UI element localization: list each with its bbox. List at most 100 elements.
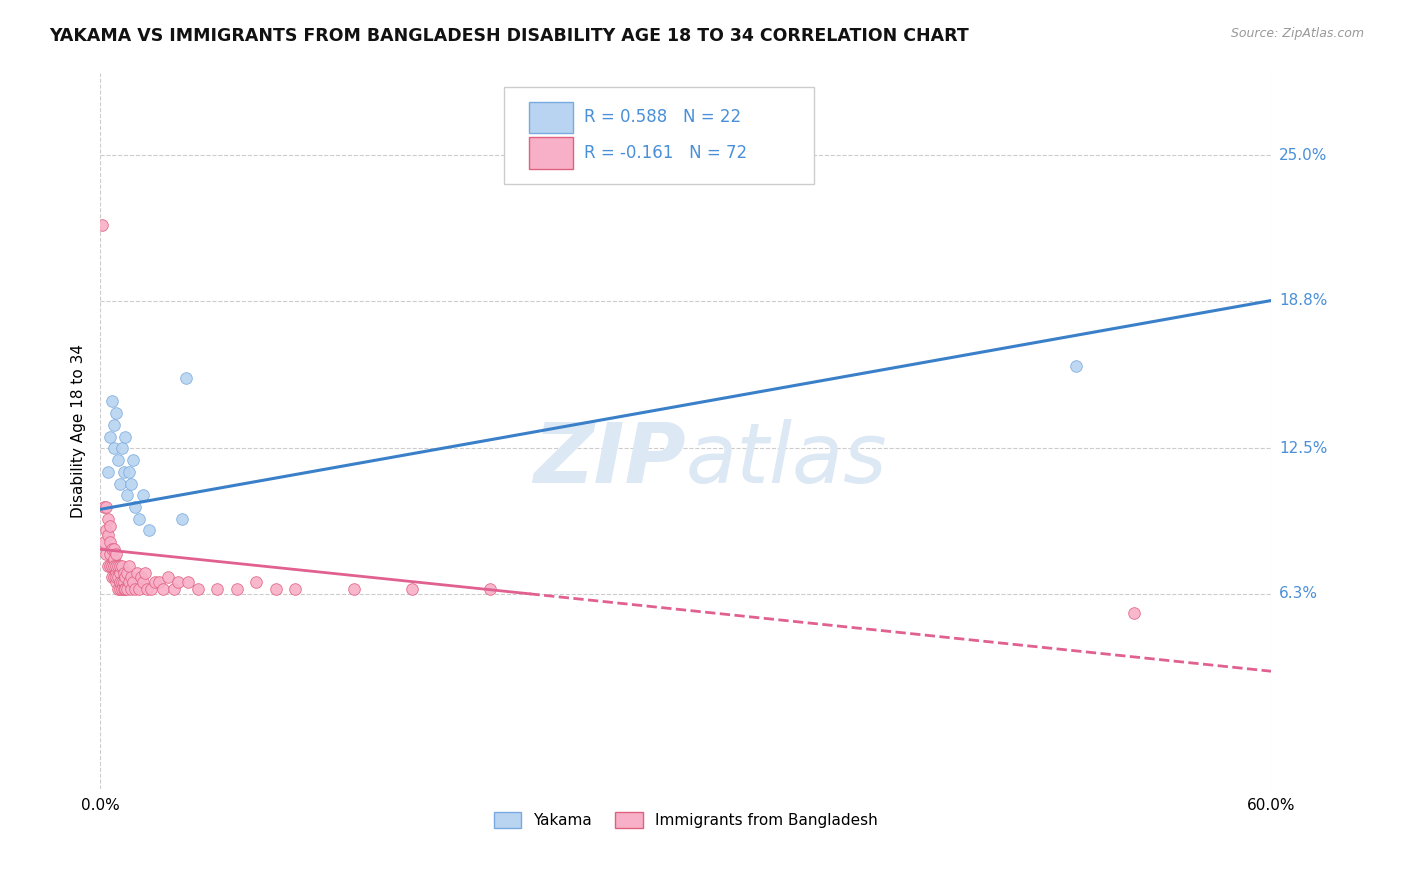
Point: [97, 465, 120, 479]
Point: [172, 512, 194, 526]
Point: [98, 547, 121, 561]
Point: [101, 570, 124, 584]
Point: [94, 524, 117, 538]
Point: [104, 547, 127, 561]
Point: [479, 582, 502, 596]
Point: [157, 570, 180, 584]
Point: [91, 219, 114, 233]
Point: [110, 575, 132, 590]
Point: [117, 488, 139, 502]
Text: R = 0.588   N = 22: R = 0.588 N = 22: [583, 108, 741, 127]
Point: [103, 551, 125, 566]
Point: [118, 465, 141, 479]
Y-axis label: Disability Age 18 to 34: Disability Age 18 to 34: [72, 343, 86, 517]
Point: [107, 453, 129, 467]
Point: [104, 566, 127, 580]
Point: [284, 582, 307, 596]
Point: [93, 500, 115, 514]
Point: [108, 558, 131, 573]
Point: [163, 582, 186, 596]
Point: [107, 558, 129, 573]
Point: [104, 575, 127, 590]
Text: 25.0%: 25.0%: [1279, 147, 1327, 162]
Point: [120, 570, 142, 584]
Point: [132, 488, 155, 502]
Point: [110, 442, 132, 456]
Text: ZIP: ZIP: [533, 419, 686, 500]
Point: [401, 582, 423, 596]
Point: [98, 518, 121, 533]
Point: [118, 575, 141, 590]
Point: [110, 558, 132, 573]
Point: [108, 582, 131, 596]
FancyBboxPatch shape: [529, 102, 574, 133]
Point: [120, 476, 142, 491]
Point: [103, 558, 125, 573]
Point: [174, 371, 197, 385]
Point: [112, 465, 135, 479]
Point: [108, 575, 131, 590]
Point: [98, 558, 121, 573]
Text: R = -0.161   N = 72: R = -0.161 N = 72: [583, 145, 747, 162]
Point: [104, 558, 127, 573]
Point: [124, 582, 146, 596]
Point: [103, 442, 125, 456]
Point: [103, 417, 125, 432]
Point: [177, 575, 200, 590]
Point: [136, 582, 159, 596]
Point: [1064, 359, 1087, 374]
Point: [245, 575, 267, 590]
Point: [343, 582, 366, 596]
Point: [225, 582, 247, 596]
Point: [98, 429, 121, 443]
Point: [138, 524, 160, 538]
Point: [108, 566, 131, 580]
Text: atlas: atlas: [686, 419, 887, 500]
Point: [118, 558, 141, 573]
Point: [107, 582, 129, 596]
FancyBboxPatch shape: [529, 137, 574, 169]
Point: [98, 535, 121, 549]
Point: [167, 575, 190, 590]
Point: [129, 570, 152, 584]
Text: 18.8%: 18.8%: [1279, 293, 1327, 308]
Text: 6.3%: 6.3%: [1279, 586, 1319, 601]
Point: [112, 582, 135, 596]
Point: [104, 570, 127, 584]
Point: [114, 570, 136, 584]
Point: [97, 528, 120, 542]
Point: [103, 570, 125, 584]
Point: [187, 582, 209, 596]
Point: [97, 512, 120, 526]
Point: [134, 566, 156, 580]
Point: [110, 582, 132, 596]
Point: [112, 575, 135, 590]
Point: [93, 535, 115, 549]
Point: [103, 542, 125, 557]
Point: [104, 406, 127, 420]
Point: [107, 570, 129, 584]
Point: [122, 453, 145, 467]
Point: [114, 429, 136, 443]
Text: Source: ZipAtlas.com: Source: ZipAtlas.com: [1230, 27, 1364, 40]
Point: [127, 566, 149, 580]
Point: [112, 566, 135, 580]
Point: [139, 582, 162, 596]
Point: [128, 582, 150, 596]
Point: [120, 582, 142, 596]
FancyBboxPatch shape: [505, 87, 814, 184]
Point: [117, 582, 139, 596]
Point: [94, 500, 117, 514]
Point: [94, 547, 117, 561]
Point: [124, 500, 146, 514]
Point: [101, 542, 124, 557]
Text: YAKAMA VS IMMIGRANTS FROM BANGLADESH DISABILITY AGE 18 TO 34 CORRELATION CHART: YAKAMA VS IMMIGRANTS FROM BANGLADESH DIS…: [49, 27, 969, 45]
Point: [132, 575, 155, 590]
Point: [101, 394, 124, 409]
Point: [264, 582, 287, 596]
Point: [1123, 606, 1146, 620]
Point: [117, 566, 139, 580]
Legend: Yakama, Immigrants from Bangladesh: Yakama, Immigrants from Bangladesh: [488, 806, 883, 835]
Point: [108, 476, 131, 491]
Point: [122, 575, 145, 590]
